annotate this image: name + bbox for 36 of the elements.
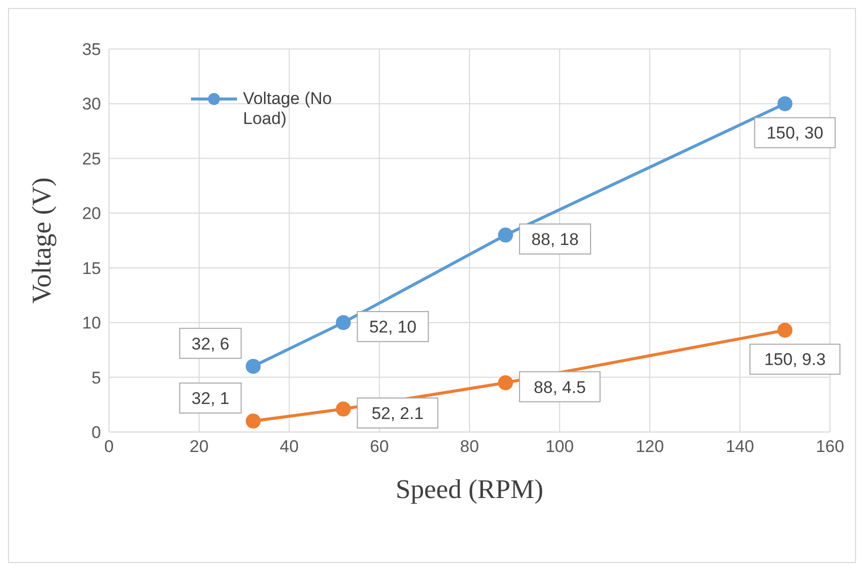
y-tick-label: 25 [82,149,101,168]
data-label: 52, 10 [369,318,416,337]
x-tick-label: 120 [636,437,664,456]
point [336,402,351,417]
x-tick-label: 160 [816,437,844,456]
point [498,375,514,390]
data-label: 150, 30 [766,124,824,143]
y-axis-title: Voltage (V) [26,177,57,304]
x-tick-label: 60 [370,437,389,456]
y-tick-label: 0 [92,423,101,442]
point [246,414,261,429]
x-tick-label: 140 [726,437,754,456]
data-label: 52, 2.1 [372,404,424,424]
point [498,228,514,243]
data-label: 150, 9.3 [764,350,826,370]
x-axis-title: Speed (RPM) [396,474,544,504]
data-label: 88, 18 [531,230,579,250]
data-label: 32, 1 [192,389,230,408]
point [246,358,261,374]
y-tick-label: 30 [82,94,101,114]
point [777,322,792,338]
x-tick-label: 20 [190,437,209,456]
data-label: 32, 6 [192,334,230,354]
x-tick-label: 80 [460,437,479,456]
y-tick-label: 35 [82,40,101,60]
data-label: 88, 4.5 [534,378,586,397]
legend-label: Voltage (No Load) [243,89,333,129]
y-tick-label: 20 [82,204,101,224]
x-tick-label: 40 [280,437,299,456]
y-tick-label: 10 [82,314,101,333]
y-tick-label: 15 [82,258,101,278]
point [336,315,351,330]
y-tick-label: 5 [92,368,101,388]
x-tick-label: 0 [104,437,114,456]
x-tick-label: 100 [545,437,574,456]
point [777,96,792,112]
